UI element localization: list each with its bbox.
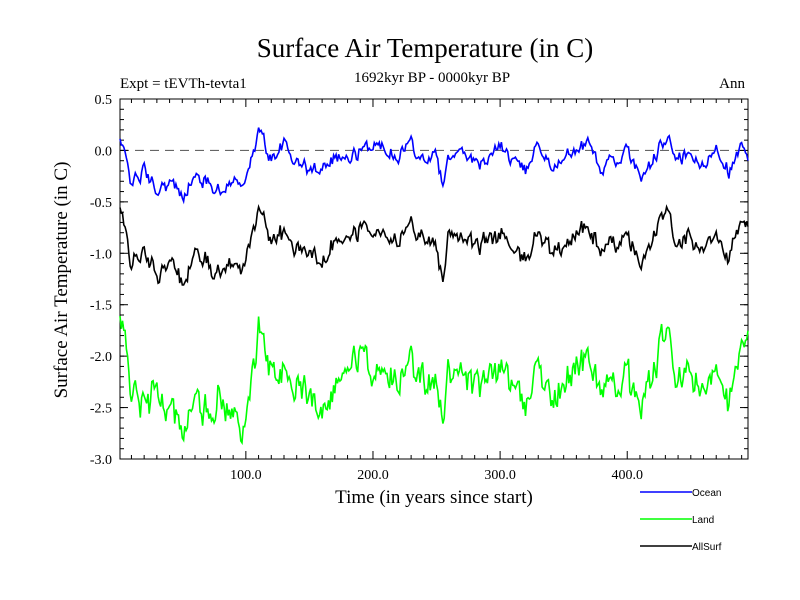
y-axis-label: Surface Air Temperature (in C) <box>51 162 72 399</box>
y-tick-label: -2.0 <box>90 350 112 365</box>
y-tick-label: -1.5 <box>90 299 112 314</box>
x-tick-label: 200.0 <box>357 468 389 483</box>
series-line-ocean <box>119 127 749 205</box>
season-label: Ann <box>719 76 745 92</box>
y-tick-label: -0.5 <box>90 196 112 211</box>
time-range-label: 1692kyr BP - 0000kyr BP <box>354 70 510 86</box>
legend: Ocean Land AllSurf <box>640 488 722 553</box>
plot-frame <box>119 98 749 460</box>
x-tick-label: 100.0 <box>230 468 262 483</box>
series-line-land <box>119 315 749 446</box>
y-tick-label: 0.5 <box>95 93 113 108</box>
legend-label-land: Land <box>692 515 714 526</box>
series-line-allsurf <box>119 203 749 286</box>
chart-title: Surface Air Temperature (in C) <box>257 33 594 63</box>
y-tick-label: -1.0 <box>90 247 112 262</box>
y-tick-label: -2.5 <box>90 402 112 417</box>
plot-area: 0.5 0.0 -0.5 -1.0 -1.5 -2.0 -2.5 -3.0 100.0 200.0… <box>90 93 749 483</box>
y-tick-label: -3.0 <box>90 453 112 468</box>
legend-label-allsurf: AllSurf <box>692 542 722 553</box>
x-tick-label: 300.0 <box>484 468 516 483</box>
x-tick-label: 400.0 <box>611 468 643 483</box>
experiment-label: Expt = tEVTh-tevta1 <box>120 76 247 92</box>
legend-label-ocean: Ocean <box>692 488 721 499</box>
x-axis-label: Time (in years since start) <box>335 487 533 508</box>
y-tick-label: 0.0 <box>95 144 113 159</box>
